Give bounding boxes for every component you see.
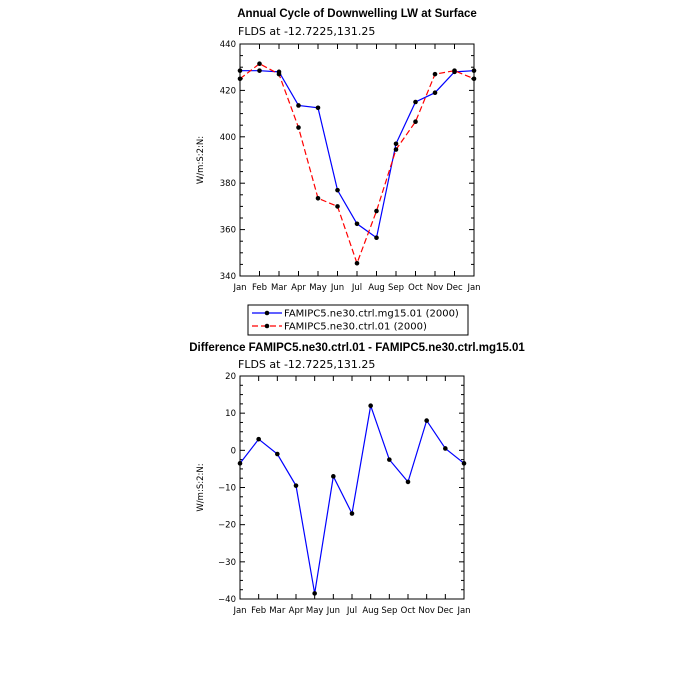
data-point <box>471 76 477 82</box>
data-point <box>312 591 317 596</box>
data-point <box>237 68 243 73</box>
x-tick-label: Sep <box>388 283 404 293</box>
data-point <box>293 483 299 488</box>
data-point <box>443 446 448 451</box>
plot-frame <box>239 375 465 600</box>
x-tick-label: Aug <box>362 606 379 616</box>
chart-title: Annual Cycle of Downwelling LW at Surfac… <box>237 8 477 20</box>
data-point <box>393 147 399 152</box>
x-tick-label: May <box>306 606 324 616</box>
data-point <box>432 71 438 77</box>
x-tick-label: Dec <box>446 283 463 293</box>
plot-frame <box>239 43 475 277</box>
data-point <box>257 68 262 73</box>
x-tick-label: Jul <box>346 606 357 616</box>
data-point <box>349 511 355 516</box>
data-point <box>413 119 418 125</box>
data-point <box>354 260 360 266</box>
y-tick-label: 440 <box>220 40 236 50</box>
data-point <box>471 68 477 73</box>
series-line <box>240 70 475 239</box>
data-point <box>393 141 399 147</box>
y-tick-label: 420 <box>220 86 236 96</box>
y-axis-label: W/m:S:2:N: <box>196 463 206 511</box>
x-tick-label: Oct <box>401 606 416 616</box>
data-point <box>374 235 379 241</box>
legend: FAMIPC5.ne30.ctrl.mg15.01 (2000) FAMIPC5.… <box>247 304 469 336</box>
y-axis-label: W/m:S:2:N: <box>196 136 206 184</box>
chart-subtitle: FLDS at -12.7225,131.25 <box>238 25 375 38</box>
data-point <box>256 436 261 442</box>
data-point <box>237 76 243 82</box>
data-point <box>424 418 429 423</box>
data-point <box>335 204 340 209</box>
y-tick-label: 20 <box>225 372 236 382</box>
data-point <box>335 187 340 193</box>
legend-marker <box>264 310 270 316</box>
x-tick-label: May <box>309 283 327 293</box>
x-tick-label: Sep <box>381 606 397 616</box>
data-point <box>296 125 301 130</box>
data-point <box>374 208 379 214</box>
x-tick-label: Jan <box>232 606 246 616</box>
x-tick-label: Oct <box>408 283 423 293</box>
y-tick-label: 360 <box>220 226 236 236</box>
series-1 <box>237 68 477 241</box>
data-point <box>276 71 282 77</box>
x-tick-label: Nov <box>418 606 435 616</box>
x-tick-label: Jul <box>351 283 362 293</box>
data-point <box>413 99 418 105</box>
x-tick-label: Dec <box>437 606 454 616</box>
chart-title: Difference FAMIPC5.ne30.ctrl.01 - FAMIPC… <box>189 342 525 354</box>
series-line <box>239 405 465 594</box>
data-point <box>331 474 336 479</box>
data-point <box>354 221 360 227</box>
legend-label: FAMIPC5.ne30.ctrl.mg15.01 (2000) <box>284 309 459 320</box>
x-tick-label: Jan <box>456 606 470 616</box>
x-tick-label: Mar <box>271 283 288 293</box>
x-tick-label: Aug <box>368 283 385 293</box>
data-point <box>275 451 280 457</box>
data-point <box>296 103 301 108</box>
legend-marker <box>264 323 270 329</box>
data-point <box>237 461 243 466</box>
y-tick-label: 0 <box>231 446 236 456</box>
data-point <box>432 90 438 96</box>
y-tick-label: 380 <box>220 179 236 189</box>
y-tick-label: 340 <box>220 272 236 282</box>
x-tick-label: Feb <box>251 606 266 616</box>
y-tick-label: 10 <box>225 409 236 419</box>
x-tick-label: Nov <box>427 283 444 293</box>
data-point <box>257 61 262 67</box>
data-point <box>315 195 321 201</box>
y-tick-label: −20 <box>218 521 236 531</box>
chart-2: Difference FAMIPC5.ne30.ctrl.01 - FAMIPC… <box>189 342 525 616</box>
x-tick-label: Feb <box>252 283 267 293</box>
data-point <box>315 105 321 111</box>
data-point <box>387 457 392 462</box>
data-point <box>461 461 467 466</box>
x-tick-label: Mar <box>269 606 286 616</box>
data-point <box>405 479 411 485</box>
y-tick-label: −30 <box>218 558 236 568</box>
legend-label: FAMIPC5.ne30.ctrl.01 (2000) <box>284 322 427 333</box>
chart-subtitle: FLDS at -12.7225,131.25 <box>238 358 375 371</box>
data-point <box>368 403 373 409</box>
x-tick-label: Apr <box>289 606 304 616</box>
data-point <box>452 68 457 73</box>
y-tick-label: −40 <box>218 595 236 605</box>
chart-1: Annual Cycle of Downwelling LW at Surfac… <box>196 8 481 336</box>
x-tick-label: Apr <box>291 283 306 293</box>
y-tick-label: −10 <box>218 484 236 494</box>
legend-box <box>247 304 469 336</box>
series-line <box>239 63 475 266</box>
series-1 <box>237 403 467 596</box>
x-tick-label: Jun <box>326 606 340 616</box>
series-2 <box>237 61 477 266</box>
x-tick-label: Jan <box>466 283 480 293</box>
x-tick-label: Jun <box>330 283 344 293</box>
x-tick-label: Jan <box>232 283 246 293</box>
y-tick-label: 400 <box>220 133 236 143</box>
